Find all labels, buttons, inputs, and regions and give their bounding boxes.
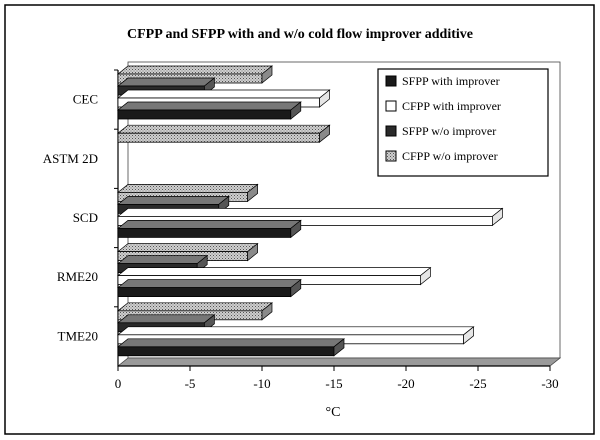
- bar-top-face: [117, 302, 273, 312]
- bar-top-face: [117, 326, 475, 336]
- bar: [117, 109, 292, 120]
- legend-label: SFPP with improver: [402, 74, 500, 88]
- bar-top-face: [117, 314, 216, 324]
- bar-end-face: [420, 266, 431, 286]
- bar-end-face: [290, 101, 302, 120]
- bar-end-face: [333, 338, 345, 357]
- x-tick-label: -30: [541, 376, 558, 391]
- category-label: CEC: [73, 92, 98, 107]
- bar: [117, 227, 292, 238]
- bar-top-face: [117, 255, 209, 264]
- legend-swatch: [385, 100, 397, 112]
- legend-swatch: [385, 125, 397, 137]
- category-label: RME20: [57, 269, 98, 284]
- bar-end-face: [492, 207, 503, 227]
- bar-top-face: [117, 208, 504, 217]
- legend-label: CFPP w/o improver: [402, 149, 498, 163]
- legend: SFPP with improver CFPP with improver SFPP…: [377, 68, 549, 177]
- category-label: TME20: [58, 328, 98, 343]
- bar-top-face: [117, 220, 302, 229]
- category-label: SCD: [73, 210, 98, 225]
- legend-swatch: [385, 75, 397, 87]
- bar-end-face: [261, 302, 273, 321]
- bar-end-face: [463, 326, 474, 345]
- bar-end-face: [290, 219, 302, 239]
- bar-top-face: [117, 279, 302, 288]
- legend-label: SFPP w/o improver: [402, 124, 496, 138]
- bar-top-face: [117, 338, 345, 348]
- bar-end-face: [247, 183, 258, 203]
- bar: [117, 287, 292, 298]
- legend-swatch: [385, 150, 397, 162]
- bar-top-face: [117, 267, 432, 276]
- plot-floor: [116, 357, 562, 367]
- bar-top-face: [117, 196, 230, 205]
- category-label: ASTM 2D: [43, 151, 98, 166]
- bar-top-face: [117, 101, 302, 111]
- bar-top-face: [117, 243, 259, 252]
- x-tick-label: -15: [325, 376, 342, 391]
- chart-border: [4, 4, 595, 435]
- legend-box: [377, 68, 549, 177]
- bar-top-face: [117, 77, 216, 87]
- bar-end-face: [319, 89, 330, 108]
- bar-end-face: [290, 278, 302, 298]
- legend-label: CFPP with improver: [402, 99, 501, 113]
- x-tick-label: 0: [115, 376, 122, 391]
- bar: [117, 346, 335, 357]
- x-tick-label: -10: [253, 376, 270, 391]
- bar-end-face: [319, 124, 330, 143]
- bar-top-face: [117, 124, 331, 134]
- x-tick-label: -20: [397, 376, 414, 391]
- bar: [117, 132, 321, 143]
- bar-top-face: [117, 184, 259, 193]
- bar-top-face: [117, 89, 331, 99]
- chart-title: CFPP and SFPP with and w/o cold flow imp…: [127, 27, 473, 42]
- bar-end-face: [261, 65, 273, 84]
- x-tick-label: -25: [469, 376, 486, 391]
- bar-end-face: [247, 242, 258, 262]
- x-axis-label: °C: [326, 405, 341, 420]
- bar-top-face: [117, 65, 273, 75]
- x-tick-label: -5: [185, 376, 196, 391]
